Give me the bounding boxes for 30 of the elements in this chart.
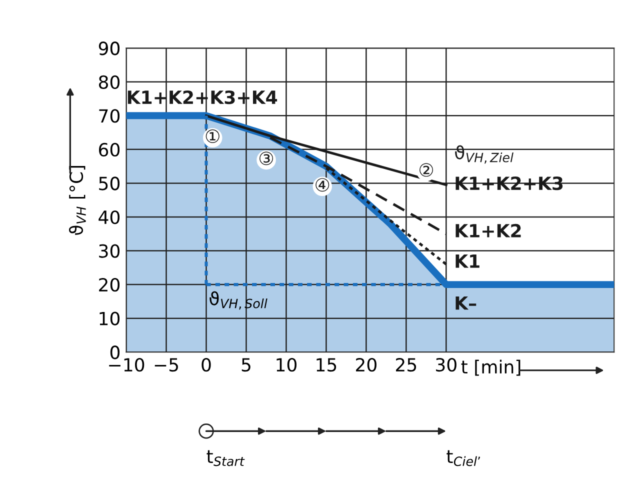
- y-axis-title: ϑ$_{VH}$ [°C]: [68, 166, 86, 235]
- x-tick-label: 20: [356, 358, 376, 372]
- y-tick-label: 50: [99, 176, 120, 190]
- y-tick-label: 40: [98, 210, 120, 224]
- x-tick-label: −10: [109, 358, 144, 372]
- x-tick-label: 15: [316, 358, 336, 372]
- y-tick-label: 30: [99, 244, 120, 258]
- y-tick-label: 90: [98, 42, 120, 56]
- y-tick-label: 60: [99, 142, 120, 157]
- annotation: ④: [316, 178, 330, 192]
- annotation: ②: [420, 163, 434, 177]
- y-tick-label: 70: [99, 109, 120, 123]
- annotation: K1+K2: [456, 224, 521, 238]
- x-tick-label: 0: [202, 358, 211, 372]
- text: t$_{Ciel’}$: [446, 450, 480, 466]
- y-tick-label: 0: [110, 346, 120, 360]
- text: t$_{Start}$: [206, 450, 245, 466]
- x-tick-label: 25: [396, 358, 416, 372]
- annotation: K1: [456, 254, 480, 268]
- annotation: ①: [206, 129, 220, 143]
- y-tick-label: 80: [98, 75, 120, 89]
- x-tick-label: −5: [154, 358, 178, 372]
- x-tick-label: 10: [276, 358, 296, 372]
- x-tick-label: 5: [242, 358, 250, 372]
- annotation: K–: [456, 296, 476, 310]
- y-tick-label: 10: [100, 312, 120, 326]
- x-tick-label: 30: [436, 358, 456, 372]
- x-axis-title: t [min]: [461, 360, 520, 376]
- y-tick-label: 20: [99, 278, 120, 292]
- annotation: ③: [260, 152, 274, 166]
